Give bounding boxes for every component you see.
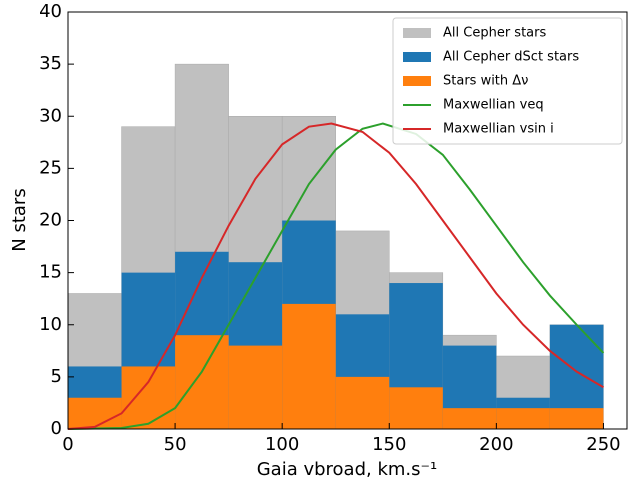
histogram-bar	[335, 376, 390, 429]
histogram-bar	[175, 335, 229, 429]
x-tick-label: 200	[479, 434, 513, 455]
y-tick-label: 25	[39, 157, 62, 178]
y-tick-label: 40	[39, 1, 62, 22]
histogram-bar	[549, 408, 604, 429]
y-axis-label: N stars	[9, 188, 30, 251]
y-tick-label: 0	[51, 418, 62, 439]
x-tick-label: 150	[372, 434, 406, 455]
y-tick-label: 35	[39, 53, 62, 74]
y-tick-label: 20	[39, 210, 62, 231]
histogram-bar	[121, 366, 176, 429]
y-tick-label: 30	[39, 105, 62, 126]
x-tick-label: 50	[164, 434, 187, 455]
x-tick-label: 0	[62, 434, 73, 455]
legend-swatch	[403, 52, 431, 62]
histogram-bar	[496, 408, 550, 429]
histogram-bar	[68, 397, 122, 429]
legend-swatch	[403, 28, 431, 38]
legend-label: Stars with Δν	[443, 74, 528, 89]
histogram-bar	[228, 345, 283, 429]
curve	[67, 122, 604, 430]
histogram-bar	[442, 408, 497, 429]
x-tick-label: 250	[586, 434, 620, 455]
y-tick-label: 5	[51, 366, 62, 387]
y-tick-label: 10	[39, 314, 62, 335]
curve	[67, 122, 605, 430]
legend-swatch	[403, 76, 431, 86]
legend-label: Maxwellian veq	[443, 98, 544, 113]
y-tick-label: 15	[39, 262, 62, 283]
histogram-bar	[282, 303, 336, 429]
legend-box	[392, 17, 623, 145]
histogram-bar	[389, 387, 443, 429]
x-tick-label: 100	[265, 434, 299, 455]
legend-label: All Cepher stars	[443, 26, 546, 41]
legend-label: Maxwellian vsin i	[443, 122, 554, 137]
x-axis-label: Gaia vbroad, km.s⁻¹	[257, 459, 438, 480]
legend-label: All Cepher dSct stars	[443, 50, 579, 65]
